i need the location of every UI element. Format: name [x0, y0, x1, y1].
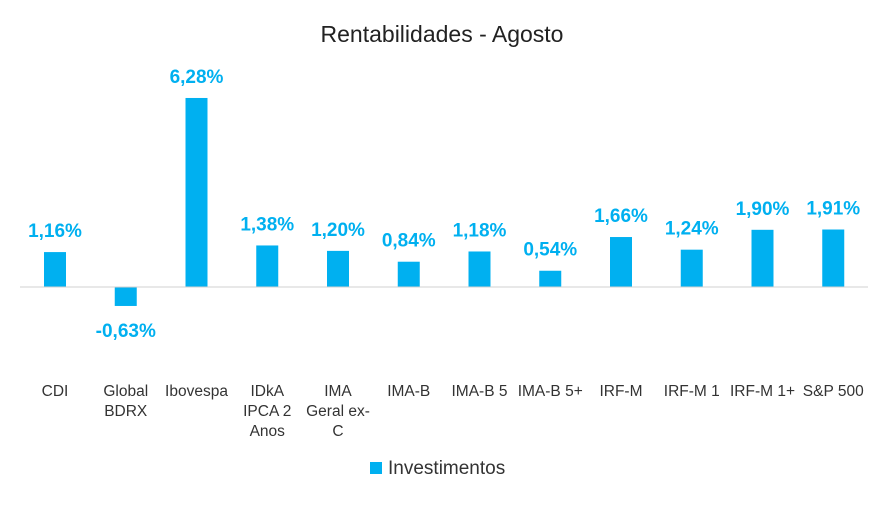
bar	[327, 250, 349, 287]
bar	[610, 237, 632, 287]
chart-title: Rentabilidades - Agosto	[321, 21, 564, 47]
legend: Investimentos	[370, 458, 505, 479]
data-label: 1,38%	[240, 214, 294, 235]
bar	[397, 261, 420, 287]
data-label: 1,91%	[806, 199, 860, 220]
data-label: 6,28%	[170, 67, 224, 88]
category-label: S&P 500	[803, 383, 864, 400]
category-label: Global	[103, 383, 148, 400]
category-label: Anos	[250, 423, 286, 440]
data-label: 1,90%	[736, 199, 790, 220]
category-label: IDkA	[250, 383, 284, 400]
data-label: 1,20%	[311, 220, 365, 241]
category-label: IRF-M 1+	[730, 383, 795, 400]
category-label: CDI	[42, 383, 69, 400]
category-label: IRF-M 1	[664, 383, 720, 400]
category-label: IMA	[324, 383, 352, 400]
bar	[822, 229, 845, 287]
bar	[185, 97, 208, 287]
bar	[468, 251, 491, 287]
data-label: -0,63%	[96, 321, 156, 342]
data-label: 1,66%	[594, 206, 648, 227]
bar	[44, 252, 66, 287]
category-label: IMA-B	[387, 383, 430, 400]
category-label: IPCA 2	[243, 403, 291, 420]
bar	[539, 270, 562, 287]
category-label: C	[332, 423, 343, 440]
legend-swatch	[370, 462, 382, 474]
bar	[751, 229, 774, 287]
category-label: IMA-B 5+	[518, 383, 583, 400]
bar	[256, 245, 279, 287]
category-label: IRF-M	[599, 383, 642, 400]
bar	[680, 249, 703, 287]
data-label: 0,54%	[523, 240, 577, 261]
category-label: IMA-B 5	[452, 383, 508, 400]
bar	[114, 287, 137, 306]
category-label: BDRX	[104, 403, 148, 420]
data-label: 1,16%	[28, 221, 82, 242]
legend-label: Investimentos	[388, 458, 505, 479]
data-label: 1,24%	[665, 219, 719, 240]
category-label: Geral ex-	[306, 403, 370, 420]
category-label: Ibovespa	[165, 383, 228, 400]
data-label: 0,84%	[382, 231, 436, 252]
data-label: 1,18%	[453, 220, 507, 241]
